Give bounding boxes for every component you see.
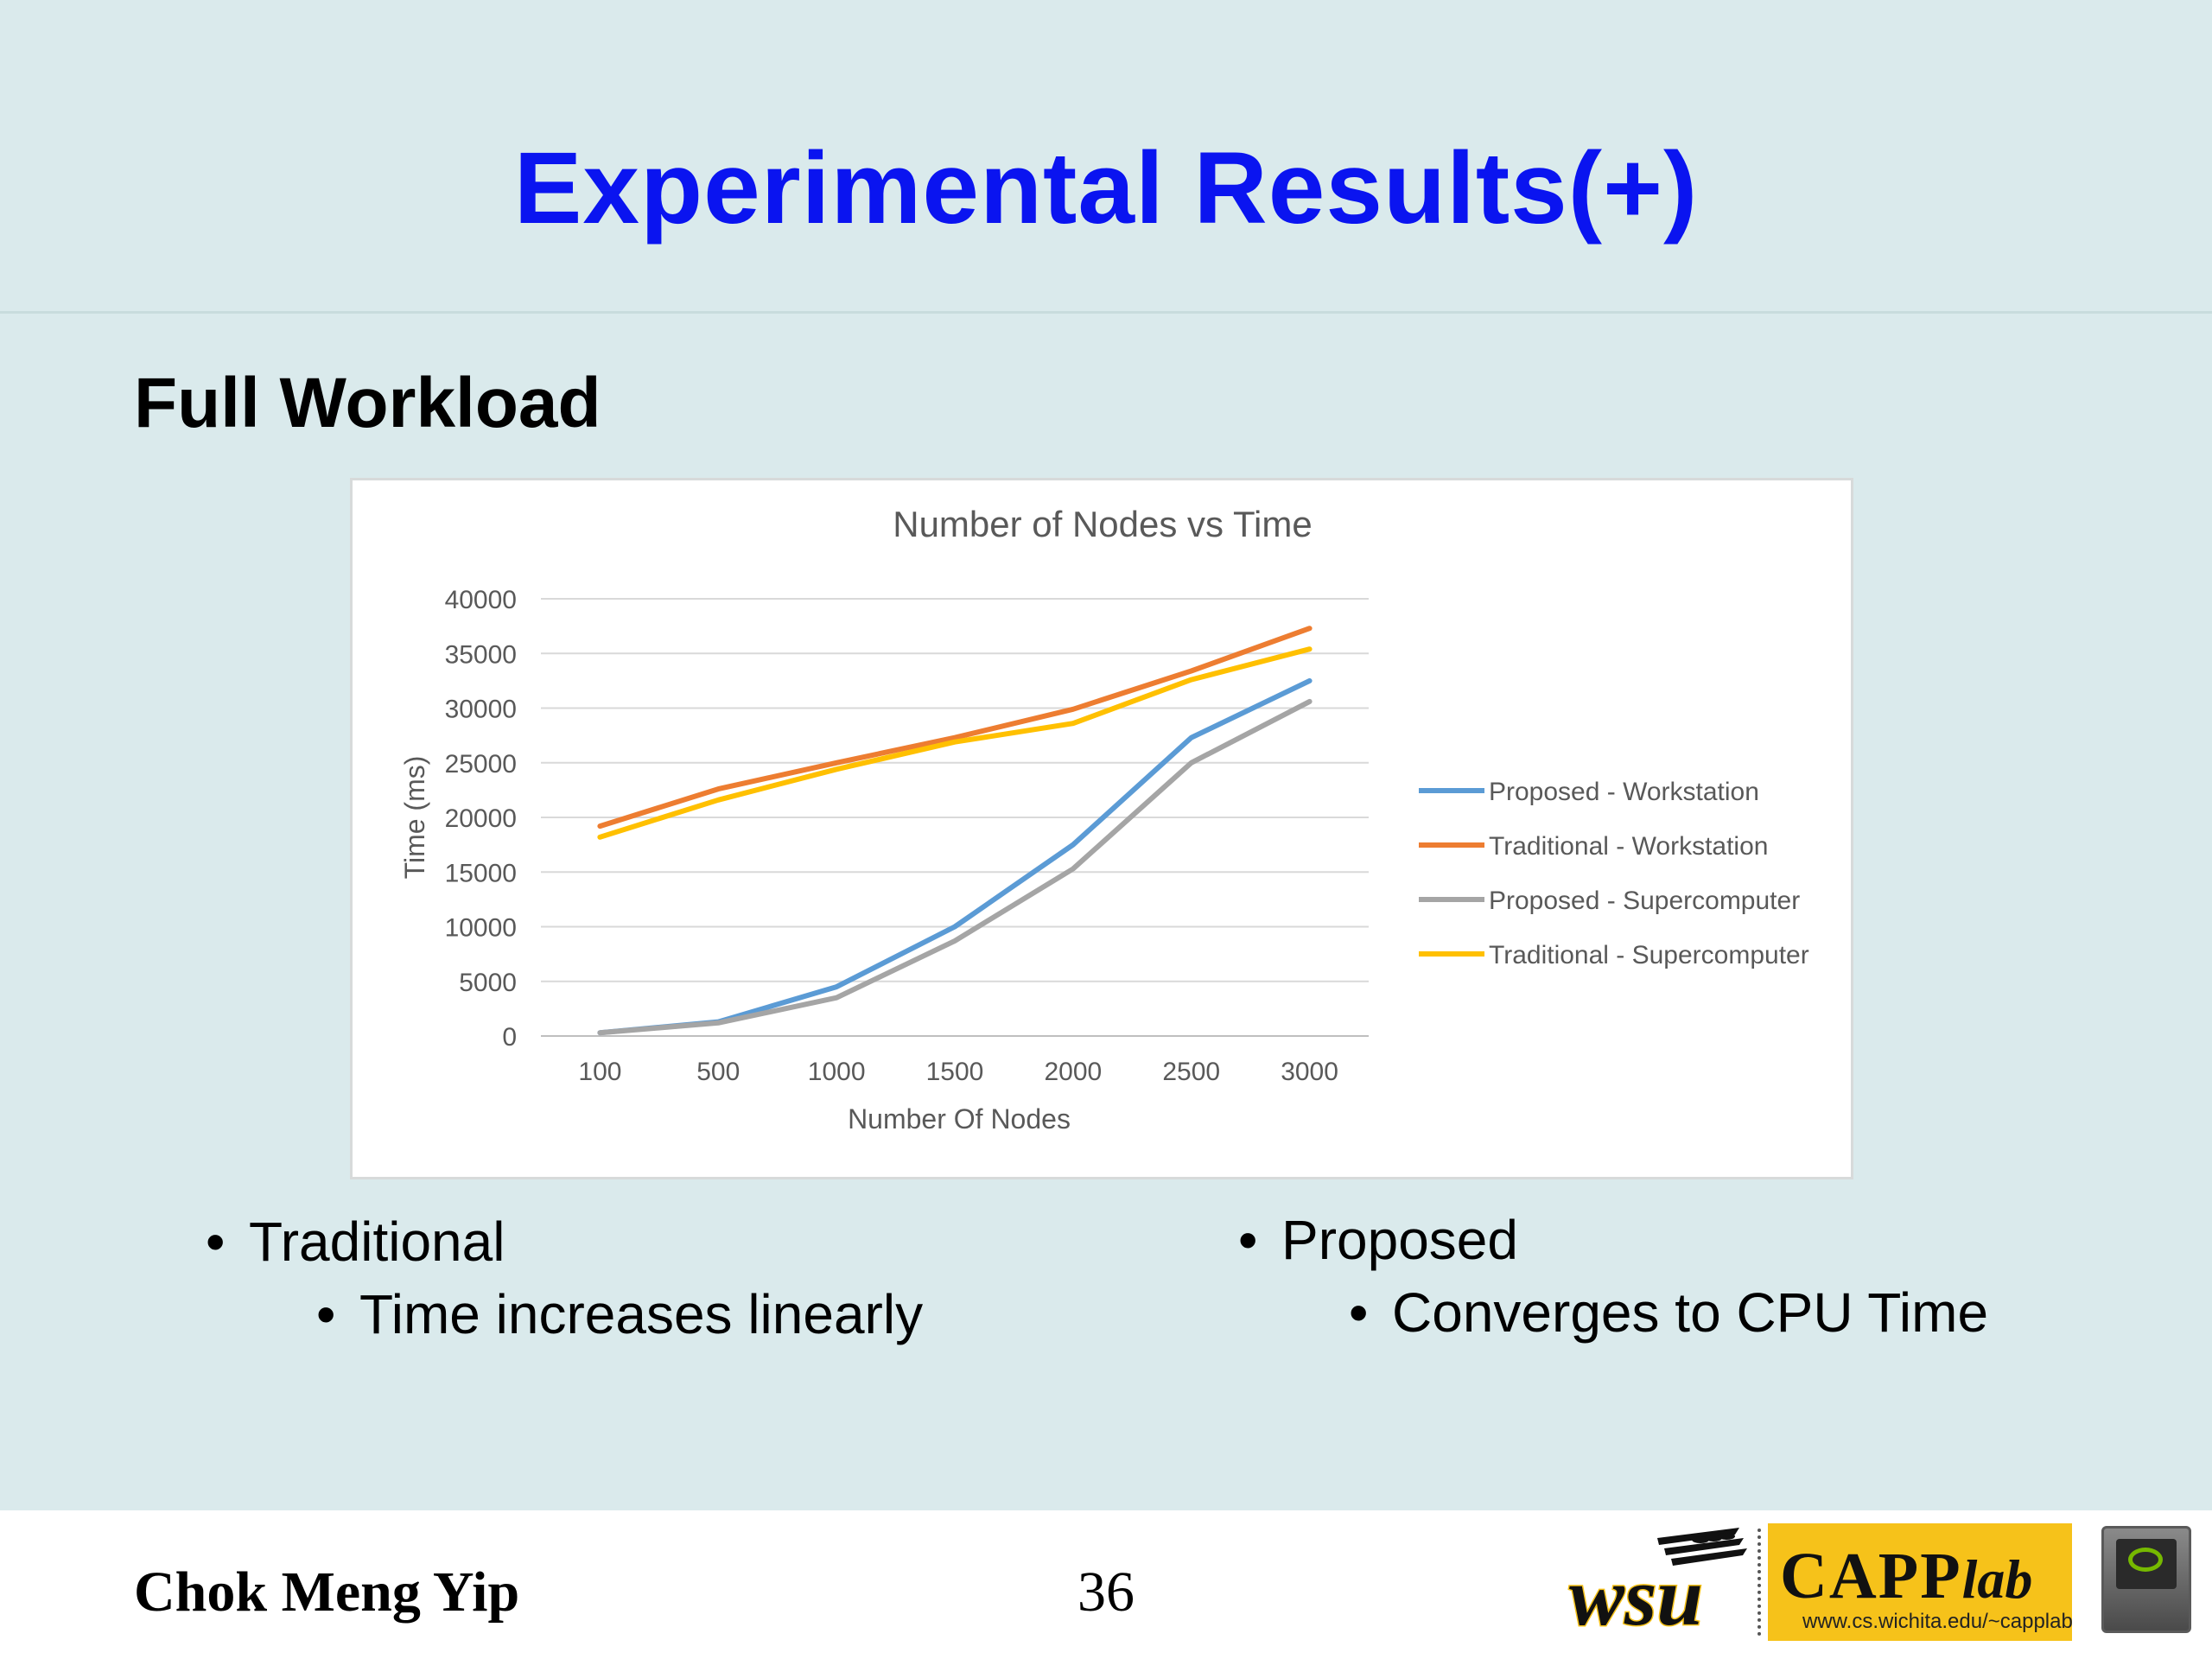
slide-subtitle: Full Workload <box>134 364 601 442</box>
y-tick-label: 0 <box>502 1023 517 1052</box>
legend-entry: Traditional - Supercomputer <box>1489 941 1809 969</box>
bullet-traditional-detail: Time increases linearly <box>359 1283 924 1345</box>
logo-divider <box>1758 1529 1764 1636</box>
x-axis-label: Number Of Nodes <box>848 1103 1071 1135</box>
title-divider <box>0 311 2212 314</box>
y-tick-label: 35000 <box>445 640 517 669</box>
bullet-proposed-detail: Converges to CPU Time <box>1392 1281 1989 1344</box>
y-tick-label: 20000 <box>445 804 517 833</box>
x-tick-label: 500 <box>696 1058 740 1086</box>
slide-title: Experimental Results(+) <box>513 131 1699 245</box>
lab-word: lab <box>1961 1548 2033 1610</box>
y-tick-label: 40000 <box>445 586 517 614</box>
series-line-traditional-supercomputer <box>597 646 1313 840</box>
x-tick-label: 100 <box>578 1058 621 1086</box>
bullet-proposed: Proposed <box>1281 1209 1518 1271</box>
x-tick-label: 3000 <box>1281 1058 1338 1086</box>
capp-word: CAPP <box>1780 1540 1962 1612</box>
page-number: 36 <box>1077 1560 1135 1624</box>
legend-entry: Proposed - Supercomputer <box>1489 887 1800 915</box>
bullets-right: • Proposed • Converges to CPU Time <box>1238 1209 1989 1344</box>
x-tick-label: 2000 <box>1044 1058 1102 1086</box>
y-tick-label: 30000 <box>445 696 517 724</box>
x-tick-label: 1500 <box>926 1058 984 1086</box>
bullet-traditional: Traditional <box>249 1211 505 1273</box>
x-tick-label: 2500 <box>1162 1058 1220 1086</box>
y-axis-label: Time (ms) <box>399 756 430 880</box>
series-line-traditional-workstation <box>597 626 1313 830</box>
line-chart: Number of Nodes vs Time 0 5000 10000 15000 2… <box>399 504 1809 1135</box>
bullets-left: • Traditional • Time increases linearly <box>206 1211 924 1345</box>
y-tick-label: 25000 <box>445 750 517 779</box>
author-name: Chok Meng Yip <box>134 1560 520 1624</box>
svg-text:wsu: wsu <box>1569 1550 1703 1633</box>
nvidia-eye-icon <box>2128 1548 2163 1572</box>
capp-url: www.cs.wichita.edu/~capplab <box>1802 1610 2073 1633</box>
legend-entry: Proposed - Workstation <box>1489 778 1759 806</box>
chart-container: Number of Nodes vs Time 0 5000 10000 15000 2… <box>350 478 1853 1179</box>
capp-lab-logo: CAPPlab www.cs.wichita.edu/~capplab <box>1758 1523 2073 1641</box>
nvidia-cuda-logo <box>2101 1526 2191 1633</box>
legend-entry: Traditional - Workstation <box>1489 832 1768 861</box>
wsu-logo: wsu <box>1568 1528 1747 1633</box>
x-tick-label: 1000 <box>808 1058 866 1086</box>
y-tick-label: 5000 <box>459 969 517 997</box>
y-tick-label: 10000 <box>445 914 517 943</box>
chart-title: Number of Nodes vs Time <box>893 504 1313 544</box>
series-line-proposed-workstation <box>597 677 1313 1036</box>
series-line-proposed-supercomputer <box>597 698 1313 1036</box>
nvidia-chip-icon <box>2116 1539 2177 1589</box>
y-tick-label: 15000 <box>445 859 517 887</box>
